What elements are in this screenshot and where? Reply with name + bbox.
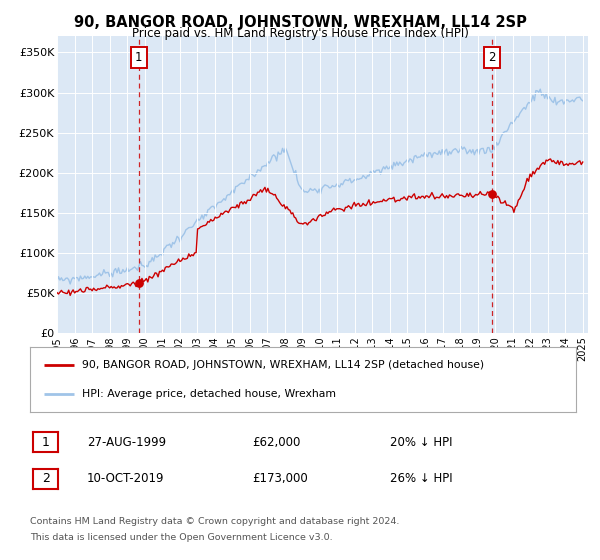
Text: 1: 1 xyxy=(41,436,50,449)
Text: £173,000: £173,000 xyxy=(252,472,308,486)
Text: Contains HM Land Registry data © Crown copyright and database right 2024.: Contains HM Land Registry data © Crown c… xyxy=(30,517,400,526)
Text: 1: 1 xyxy=(135,50,143,64)
Text: 90, BANGOR ROAD, JOHNSTOWN, WREXHAM, LL14 2SP: 90, BANGOR ROAD, JOHNSTOWN, WREXHAM, LL1… xyxy=(74,15,526,30)
Text: 20% ↓ HPI: 20% ↓ HPI xyxy=(390,436,452,449)
Text: 10-OCT-2019: 10-OCT-2019 xyxy=(87,472,164,486)
Text: Price paid vs. HM Land Registry's House Price Index (HPI): Price paid vs. HM Land Registry's House … xyxy=(131,27,469,40)
Text: This data is licensed under the Open Government Licence v3.0.: This data is licensed under the Open Gov… xyxy=(30,533,332,542)
Text: 26% ↓ HPI: 26% ↓ HPI xyxy=(390,472,452,486)
Point xyxy=(487,190,497,199)
Text: 27-AUG-1999: 27-AUG-1999 xyxy=(87,436,166,449)
Text: 2: 2 xyxy=(41,472,50,486)
Text: £62,000: £62,000 xyxy=(252,436,301,449)
Text: HPI: Average price, detached house, Wrexham: HPI: Average price, detached house, Wrex… xyxy=(82,389,336,399)
Text: 2: 2 xyxy=(488,50,496,64)
Point xyxy=(134,279,143,288)
Text: 90, BANGOR ROAD, JOHNSTOWN, WREXHAM, LL14 2SP (detached house): 90, BANGOR ROAD, JOHNSTOWN, WREXHAM, LL1… xyxy=(82,360,484,370)
